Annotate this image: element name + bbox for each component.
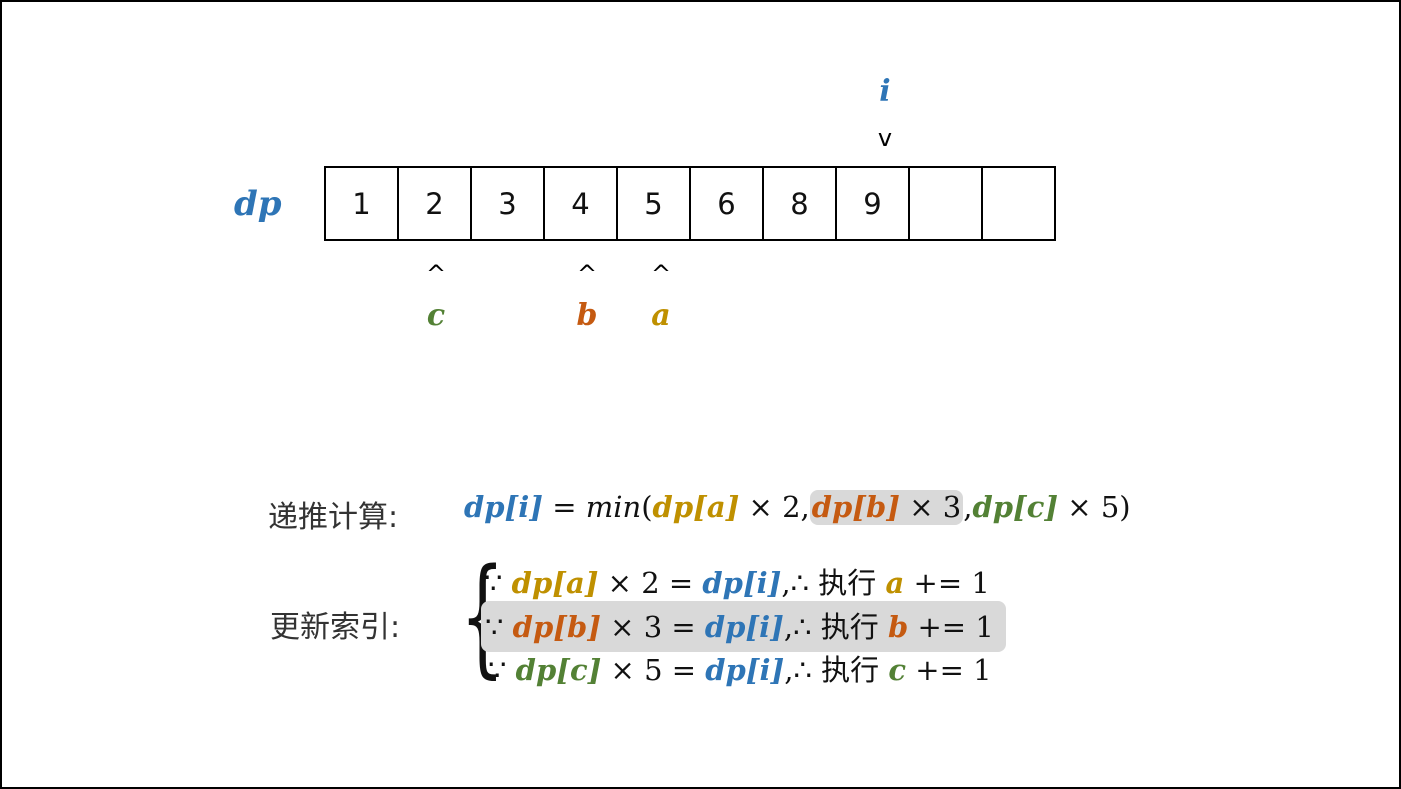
array-cell: 9 (835, 166, 910, 241)
array-cell: 4 (543, 166, 618, 241)
formula-min: min (585, 490, 642, 524)
row-term-a: dp[a] (511, 566, 599, 600)
pointer-b-label: b (576, 298, 598, 333)
formula-lhs: dp[i] (464, 490, 544, 524)
array-cell: 5 (616, 166, 691, 241)
row-target-c: dp[i] (705, 653, 785, 687)
update-row-c: ∵ dp[c] × 5 = dp[i] ,∴ 执行 c += 1 (488, 647, 992, 689)
formula-open-paren: ( (641, 490, 653, 524)
execute-text: 执行 (818, 566, 886, 600)
dp-array: 1 2 3 4 5 6 8 9 (324, 166, 1056, 241)
formula-mul-b: × 3 (900, 490, 962, 524)
array-label: dp (234, 184, 282, 224)
because-symbol: ∵ (485, 610, 513, 644)
row-var-a: a (885, 566, 905, 600)
update-label: 更新索引: (270, 610, 401, 645)
therefore-symbol: ,∴ (781, 566, 819, 600)
row-term-b: dp[b] (512, 610, 601, 644)
array-cell (981, 166, 1056, 241)
row-target-a: dp[i] (702, 566, 782, 600)
row-target-b: dp[i] (704, 610, 784, 644)
row-var-c: c (888, 653, 907, 687)
row-factor-a: × 2 = (598, 566, 703, 600)
formula-close-paren: ) (1119, 490, 1131, 524)
array-cell: 3 (470, 166, 545, 241)
pointer-a-label: a (651, 298, 671, 333)
increment-text: += 1 (906, 653, 992, 687)
pointer-a-arrow: ^ (650, 260, 672, 288)
row-factor-c: × 5 = (601, 653, 706, 687)
formula-term-b: dp[b] (811, 490, 901, 524)
increment-text: += 1 (904, 566, 990, 600)
because-symbol: ∵ (488, 653, 516, 687)
row-var-b: b (888, 610, 909, 644)
array-cell: 2 (397, 166, 472, 241)
execute-text: 执行 (821, 653, 889, 687)
pointer-c-arrow: ^ (425, 260, 447, 288)
row-term-c: dp[c] (515, 653, 602, 687)
recurrence-label: 递推计算: (268, 500, 399, 535)
formula-mul-a: × 2, (739, 490, 810, 524)
array-cell (908, 166, 983, 241)
because-symbol: ∵ (484, 566, 512, 600)
formula-highlight-b: dp[b] × 3 (809, 490, 964, 525)
pointer-c-label: c (426, 298, 446, 333)
recurrence-formula: dp[i] = min ( dp[a] × 2, dp[b] × 3 , dp[… (464, 490, 1131, 525)
therefore-symbol: ,∴ (784, 653, 822, 687)
update-row-b: ∵ dp[b] × 3 = dp[i] ,∴ 执行 b += 1 (481, 601, 1006, 652)
formula-equals: = (543, 490, 586, 524)
increment-text: += 1 (908, 610, 994, 644)
array-cell: 8 (762, 166, 837, 241)
formula-term-a: dp[a] (652, 490, 740, 524)
array-cell: 1 (324, 166, 399, 241)
pointer-i-label: i (879, 74, 891, 109)
array-cell: 6 (689, 166, 764, 241)
formula-comma: , (963, 490, 973, 524)
execute-text: 执行 (820, 610, 888, 644)
formula-mul-c: × 5 (1058, 490, 1120, 524)
pointer-i-arrow: v (877, 124, 893, 152)
pointer-b-arrow: ^ (576, 260, 598, 288)
formula-term-c: dp[c] (972, 490, 1059, 524)
row-factor-b: × 3 = (600, 610, 705, 644)
therefore-symbol: ,∴ (783, 610, 821, 644)
update-row-a: ∵ dp[a] × 2 = dp[i] ,∴ 执行 a += 1 (484, 560, 990, 602)
